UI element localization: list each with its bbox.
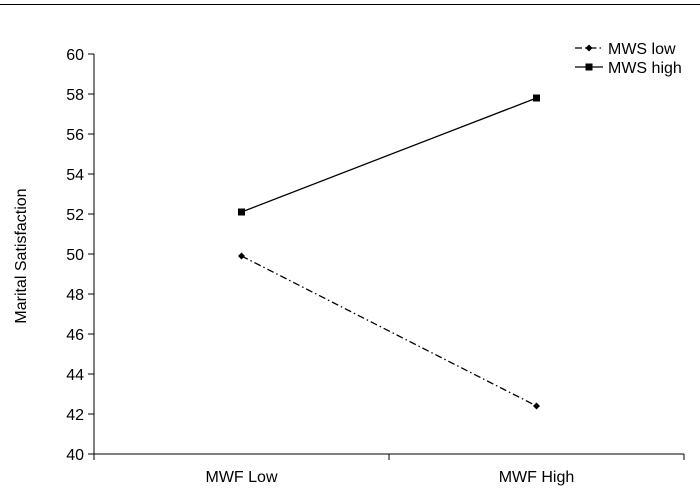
y-tick-label: 42 [66,407,84,424]
y-tick-label: 44 [66,367,84,384]
y-tick-label: 40 [66,447,84,464]
legend-label: MWS low [608,41,676,58]
y-tick-label: 50 [66,247,84,264]
data-point [238,252,245,260]
legend-swatch-marker [585,63,593,71]
y-tick-label: 54 [66,167,84,184]
series-mws-low [238,252,540,410]
data-point [533,402,540,410]
data-point [238,208,245,216]
plot-area [238,94,540,410]
y-axis-label: Marital Satisfaction [13,188,30,323]
legend-item-mws-high: MWS high [575,60,682,77]
y-tick-label: 48 [66,287,84,304]
legend-label: MWS high [608,60,682,77]
y-axis: 40 42 44 46 48 50 52 54 56 58 60 [66,47,95,464]
data-point [533,94,540,102]
series-line-mws-high [241,97,537,213]
x-axis: MWF Low MWF High [93,453,685,486]
y-tick-label: 52 [66,207,84,224]
x-tick-label: MWF Low [206,469,278,486]
legend: MWS low MWS high [575,41,682,77]
series-mws-high [238,94,540,216]
y-tick-label: 60 [66,47,84,64]
y-tick-label: 58 [66,87,84,104]
y-tick-label: 56 [66,127,84,144]
series-line-mws-low [241,255,537,407]
legend-swatch-marker [585,44,593,52]
y-tick-label: 46 [66,327,84,344]
legend-item-mws-low: MWS low [575,41,676,58]
x-tick-label: MWF High [499,469,575,486]
